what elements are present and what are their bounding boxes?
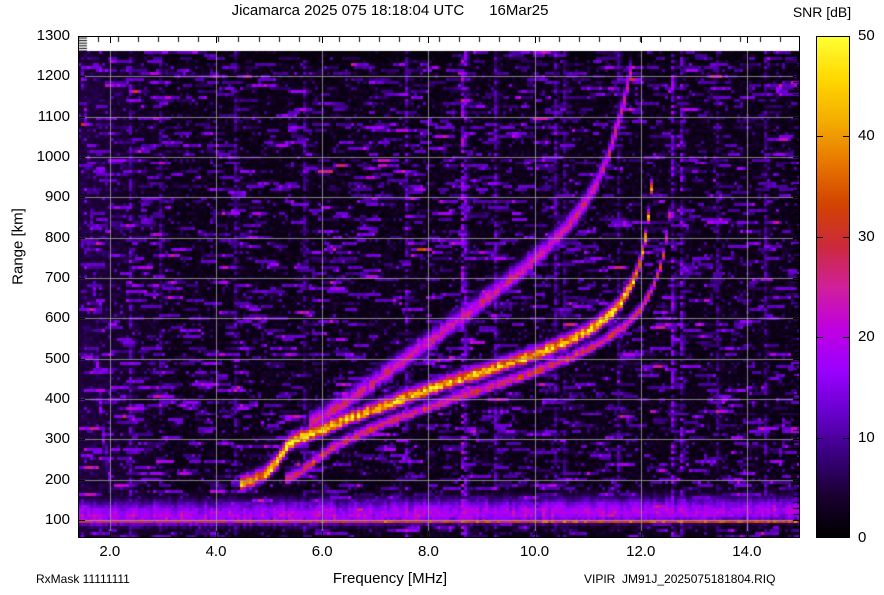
y-tick-mark [78,277,85,279]
x-tick-mark [109,531,111,538]
y-tick-mark [793,318,800,320]
x-tick-mark [534,36,536,43]
x-axis-label: Frequency [MHz] [332,570,448,587]
colorbar-tick-mark [843,337,850,339]
x-tick-mark [640,531,642,538]
rxmask-label: RxMask 11111111 [36,572,130,586]
y-tick-mark [78,156,85,158]
x-tick-label: 12.0 [626,543,656,560]
y-tick-mark [78,519,85,521]
y-tick-mark [793,277,800,279]
colorbar-tick-mark [816,337,823,339]
ionogram-plot-area [78,36,800,538]
y-tick-label: 400 [44,389,70,407]
file-id-label: VIPIR JM91J_2025075181804.RIQ [584,572,776,586]
y-tick-label: 1200 [36,67,70,85]
y-tick-mark [78,358,85,360]
x-tick-mark [746,36,748,43]
colorbar-tick-mark [816,136,823,138]
y-tick-label: 700 [44,268,70,286]
y-tick-label: 300 [44,430,70,448]
y-tick-mark [793,439,800,441]
x-tick-label: 10.0 [519,543,550,560]
y-tick-label: 1300 [36,27,70,44]
y-tick-mark [78,479,85,481]
y-tick-mark [793,237,800,239]
y-tick-label: 100 [44,510,70,528]
y-tick-mark [78,197,85,199]
y-tick-label: 1100 [37,107,70,125]
colorbar-title: SNR [dB] [792,4,852,20]
x-tick-mark [216,36,218,43]
y-tick-mark [793,479,800,481]
colorbar [816,36,850,538]
y-tick-mark [78,318,85,320]
y-tick-mark [793,398,800,400]
y-tick-mark [78,398,85,400]
x-tick-label: 8.0 [417,543,439,560]
x-tick-mark [109,36,111,43]
y-tick-mark [78,116,85,118]
y-tick-label: 500 [44,349,70,367]
x-tick-mark [640,36,642,43]
x-tick-mark [216,531,218,538]
page-title: Jicamarca 2025 075 18:18:04 UTC 16Mar25 [231,2,549,19]
x-tick-mark [746,531,748,538]
y-tick-label: 1000 [36,147,70,165]
y-tick-mark [793,358,800,360]
y-tick-label: 600 [44,309,70,327]
x-tick-mark [428,36,430,43]
x-tick-label: 14.0 [732,543,762,560]
y-tick-label: 900 [44,188,70,206]
ionogram-canvas [78,36,800,538]
y-tick-mark [78,439,85,441]
colorbar-gradient [817,37,849,537]
y-tick-mark [793,197,800,199]
x-tick-mark [322,531,324,538]
colorbar-tick-label: 10 [858,428,875,446]
colorbar-tick-label: 40 [858,127,875,145]
colorbar-tick-label: 20 [858,328,875,346]
y-tick-mark [78,237,85,239]
colorbar-tick-label: 0 [858,529,867,546]
y-tick-mark [793,156,800,158]
y-tick-mark [793,519,800,521]
y-tick-mark [78,36,85,37]
y-tick-mark [793,76,800,78]
colorbar-tick-label: 50 [858,27,875,44]
y-tick-mark [793,116,800,118]
y-tick-mark [793,36,800,37]
colorbar-tick-mark [816,236,823,238]
colorbar-tick-mark [843,437,850,439]
x-tick-mark [428,531,430,538]
y-tick-label: 800 [44,228,70,246]
x-tick-label: 2.0 [99,543,121,560]
y-tick-label: 200 [44,470,70,488]
colorbar-tick-label: 30 [858,227,875,245]
x-tick-label: 6.0 [311,543,333,560]
y-tick-mark [78,76,85,78]
x-tick-mark [534,531,536,538]
x-tick-mark [322,36,324,43]
colorbar-tick-mark [843,136,850,138]
x-tick-label: 4.0 [205,543,227,560]
colorbar-tick-mark [843,236,850,238]
colorbar-tick-mark [816,437,823,439]
